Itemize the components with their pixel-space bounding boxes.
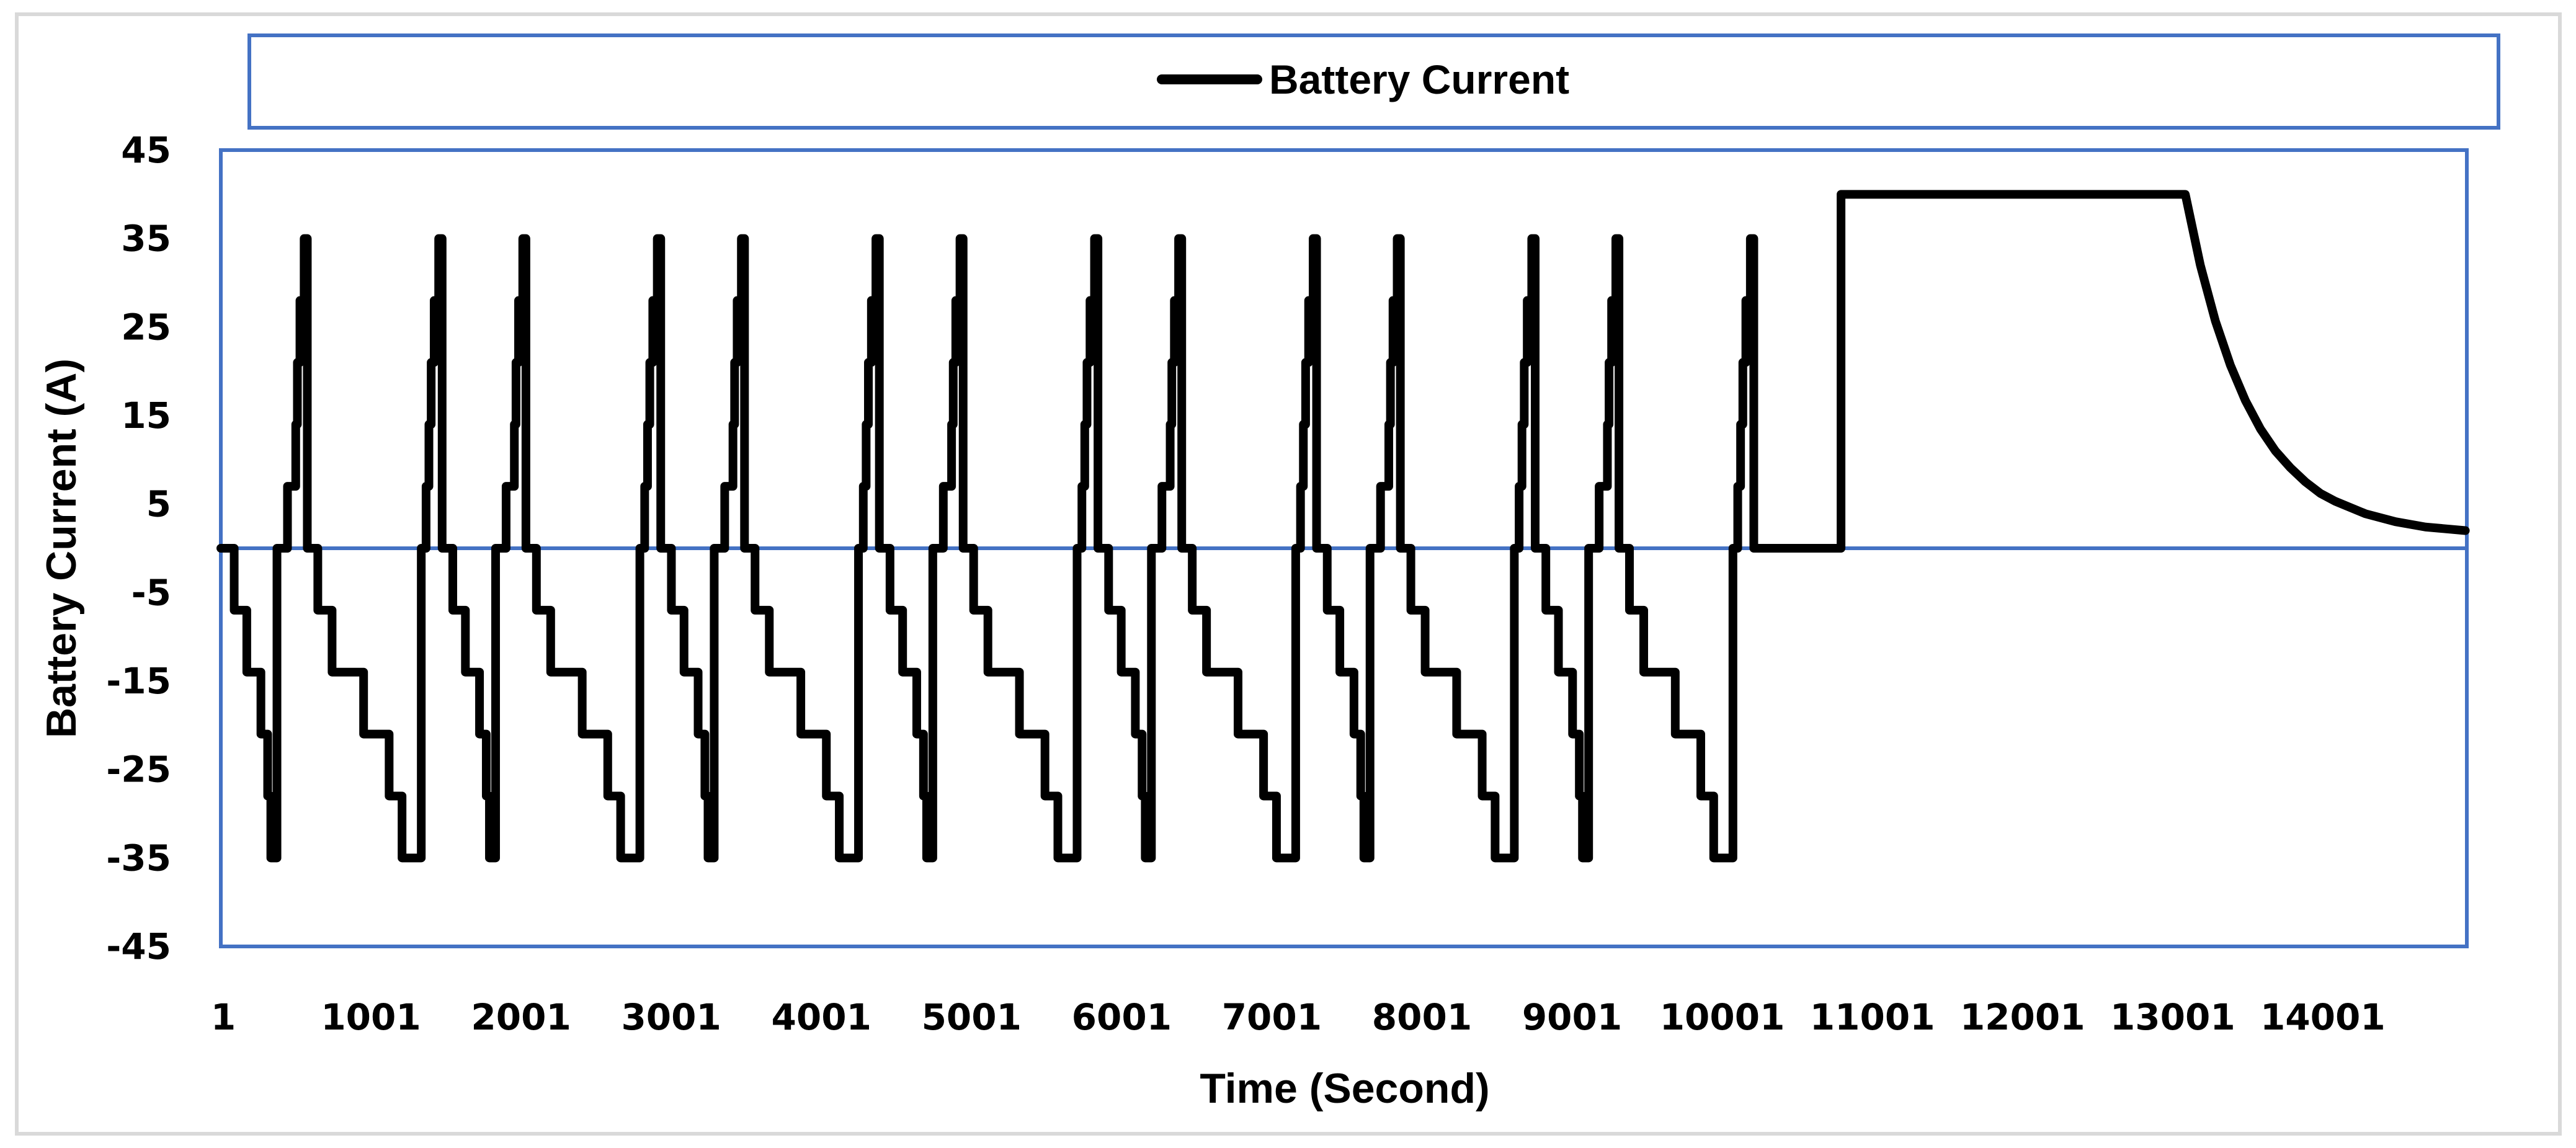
x-tick-label: 1 xyxy=(211,996,236,1038)
legend-box xyxy=(247,33,2500,130)
y-tick-label: -5 xyxy=(131,571,171,613)
y-tick-label: -25 xyxy=(106,749,171,791)
chart-outer-border xyxy=(15,12,2562,1136)
x-tick-labels: 1 1001 2001 3001 4001 5001 6001 7001 8001 9001 100… xyxy=(211,996,2386,1038)
y-tick-label: -35 xyxy=(106,837,171,879)
x-tick-label: 1001 xyxy=(321,996,421,1038)
x-tick-label: 4001 xyxy=(772,996,871,1038)
x-tick-label: 7001 xyxy=(1222,996,1322,1038)
series-line-battery-current xyxy=(216,190,2470,863)
x-tick-label: 9001 xyxy=(1522,996,1622,1038)
y-tick-label: 15 xyxy=(121,394,171,437)
x-tick-label: 11001 xyxy=(1810,996,1935,1038)
x-tick-label: 6001 xyxy=(1072,996,1172,1038)
y-tick-label: -15 xyxy=(106,660,171,702)
y-tick-label: 45 xyxy=(121,129,171,171)
x-tick-label: 10001 xyxy=(1660,996,1785,1038)
y-axis-title: Battery Current (A) xyxy=(38,358,85,738)
x-tick-label: 3001 xyxy=(621,996,721,1038)
legend-label: Battery Current xyxy=(1269,56,1569,102)
legend: Battery Current xyxy=(247,33,2500,130)
x-tick-label: 5001 xyxy=(922,996,1022,1038)
y-tick-label: 35 xyxy=(121,218,171,260)
x-axis-title: Time (Second) xyxy=(1200,1065,1489,1112)
x-tick-label: 14001 xyxy=(2260,996,2386,1038)
y-tick-label: -45 xyxy=(106,925,171,968)
y-tick-label: 25 xyxy=(121,306,171,348)
y-tick-label: 5 xyxy=(146,483,171,525)
x-tick-label: 2001 xyxy=(471,996,571,1038)
x-tick-label: 8001 xyxy=(1372,996,1472,1038)
y-tick-labels: 45 35 25 15 5 -5 -15 -25 -35 -45 xyxy=(106,129,171,968)
x-tick-label: 13001 xyxy=(2110,996,2235,1038)
x-tick-label: 12001 xyxy=(1960,996,2085,1038)
